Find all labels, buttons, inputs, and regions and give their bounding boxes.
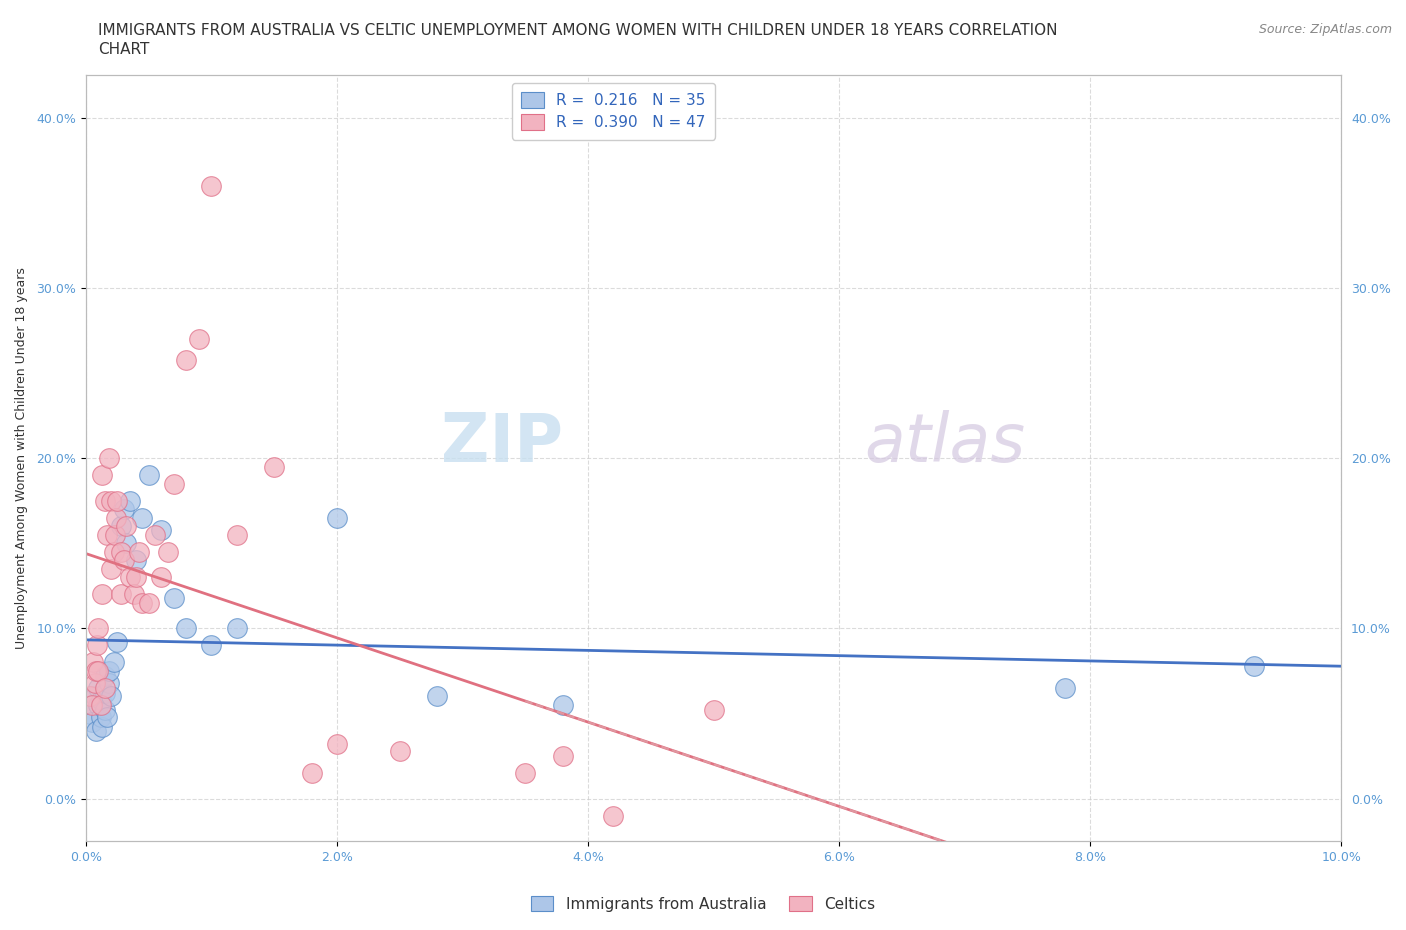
Point <box>94 685 117 700</box>
Point <box>125 553 148 568</box>
Point <box>104 527 127 542</box>
Point <box>115 536 138 551</box>
Point <box>112 502 135 517</box>
Point <box>110 587 132 602</box>
Point <box>87 698 110 712</box>
Point <box>90 698 112 712</box>
Point <box>200 638 222 653</box>
Point <box>326 737 349 751</box>
Point <box>103 655 125 670</box>
Point <box>105 634 128 649</box>
Point <box>388 743 411 758</box>
Point <box>97 675 120 690</box>
Point <box>83 675 105 690</box>
Text: ZIP: ZIP <box>441 410 562 476</box>
Point <box>263 459 285 474</box>
Point <box>91 720 114 735</box>
Point <box>150 570 173 585</box>
Point <box>103 544 125 559</box>
Point <box>100 494 122 509</box>
Y-axis label: Unemployment Among Women with Children Under 18 years: Unemployment Among Women with Children U… <box>15 267 28 649</box>
Point <box>176 352 198 367</box>
Text: Source: ZipAtlas.com: Source: ZipAtlas.com <box>1258 23 1392 36</box>
Point <box>156 544 179 559</box>
Point <box>551 698 574 712</box>
Point <box>150 523 173 538</box>
Point <box>551 749 574 764</box>
Point <box>118 570 141 585</box>
Point <box>94 494 117 509</box>
Point <box>110 544 132 559</box>
Point <box>105 494 128 509</box>
Point <box>79 689 101 704</box>
Point <box>83 689 105 704</box>
Point <box>87 663 110 678</box>
Text: atlas: atlas <box>865 410 1025 476</box>
Point <box>1243 658 1265 673</box>
Legend: R =  0.216   N = 35, R =  0.390   N = 47: R = 0.216 N = 35, R = 0.390 N = 47 <box>512 83 714 140</box>
Point <box>128 544 150 559</box>
Point <box>138 468 160 483</box>
Point <box>97 663 120 678</box>
Point <box>105 511 128 525</box>
Point <box>515 765 537 780</box>
Point <box>138 595 160 610</box>
Point <box>84 663 107 678</box>
Point <box>122 587 145 602</box>
Point <box>87 681 110 696</box>
Point <box>82 655 104 670</box>
Point <box>143 527 166 542</box>
Point <box>301 765 323 780</box>
Point <box>110 519 132 534</box>
Point <box>79 706 101 721</box>
Point <box>118 494 141 509</box>
Point <box>225 621 247 636</box>
Point <box>91 587 114 602</box>
Point <box>326 511 349 525</box>
Point <box>1054 681 1077 696</box>
Text: CHART: CHART <box>98 42 150 57</box>
Point <box>163 591 186 605</box>
Legend: Immigrants from Australia, Celtics: Immigrants from Australia, Celtics <box>524 889 882 918</box>
Point <box>91 468 114 483</box>
Point <box>96 710 118 724</box>
Point <box>96 527 118 542</box>
Text: IMMIGRANTS FROM AUSTRALIA VS CELTIC UNEMPLOYMENT AMONG WOMEN WITH CHILDREN UNDER: IMMIGRANTS FROM AUSTRALIA VS CELTIC UNEM… <box>98 23 1057 38</box>
Point <box>100 562 122 577</box>
Point <box>87 621 110 636</box>
Point <box>90 710 112 724</box>
Point <box>82 714 104 729</box>
Point <box>82 698 104 712</box>
Point <box>86 638 108 653</box>
Point <box>602 808 624 823</box>
Point <box>703 703 725 718</box>
Point <box>163 476 186 491</box>
Point <box>131 511 153 525</box>
Point <box>225 527 247 542</box>
Point <box>187 332 209 347</box>
Point <box>94 669 117 684</box>
Point <box>125 570 148 585</box>
Point <box>176 621 198 636</box>
Point <box>115 519 138 534</box>
Point <box>94 703 117 718</box>
Point <box>426 689 449 704</box>
Point <box>97 451 120 466</box>
Point <box>84 724 107 738</box>
Point <box>112 553 135 568</box>
Point <box>131 595 153 610</box>
Point <box>100 689 122 704</box>
Point <box>90 693 112 708</box>
Point <box>94 681 117 696</box>
Point <box>200 179 222 193</box>
